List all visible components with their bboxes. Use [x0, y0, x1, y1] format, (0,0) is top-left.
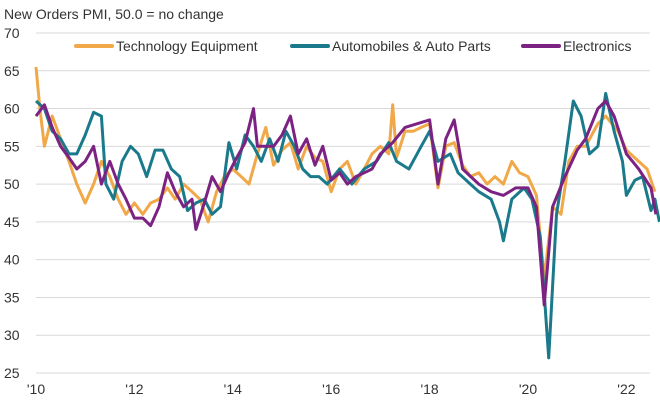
x-tick-label: '10 [27, 381, 45, 397]
x-tick-label: '20 [519, 381, 537, 397]
x-tick-label: '18 [420, 381, 438, 397]
legend-label-automobiles: Automobiles & Auto Parts [332, 38, 491, 54]
legend-label-technology-equipment: Technology Equipment [116, 38, 258, 54]
y-tick-label: 70 [4, 25, 20, 41]
series-line-automobiles-auto-parts [34, 91, 660, 360]
y-tick-label: 45 [4, 214, 20, 230]
x-tick-label: '14 [224, 381, 242, 397]
y-tick-label: 55 [4, 138, 20, 154]
y-tick-label: 35 [4, 289, 20, 305]
y-tick-label: 50 [4, 176, 20, 192]
x-tick-label: '12 [125, 381, 143, 397]
y-tick-label: 30 [4, 327, 20, 343]
y-tick-label: 65 [4, 63, 20, 79]
y-tick-label: 60 [4, 101, 20, 117]
series-line-electronics [34, 99, 658, 307]
x-tick-label: '22 [617, 381, 635, 397]
x-tick-label: '16 [322, 381, 340, 397]
y-tick-label: 40 [4, 252, 20, 268]
y-tick-label: 25 [4, 365, 20, 381]
legend-label-electronics: Electronics [563, 38, 631, 54]
chart-title: New Orders PMI, 50.0 = no change [4, 6, 224, 22]
legend: Technology Equipment Automobiles & Auto … [74, 38, 631, 54]
